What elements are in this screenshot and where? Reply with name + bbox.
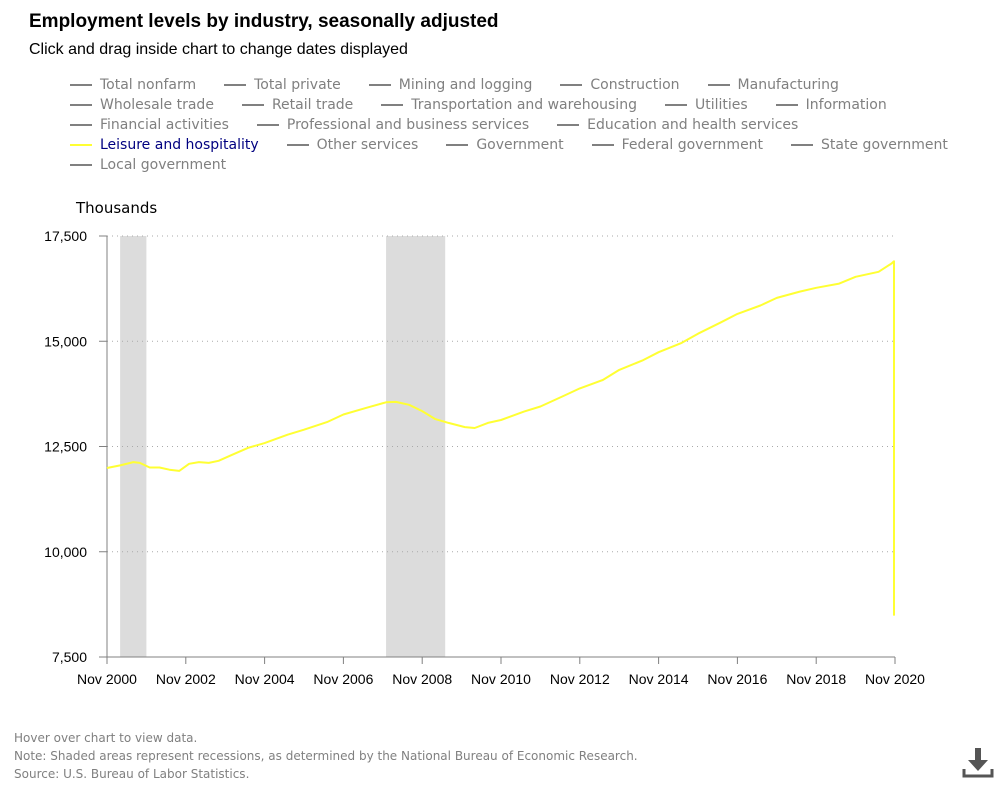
legend-swatch <box>368 84 391 86</box>
legend-item[interactable]: Manufacturing <box>707 77 839 93</box>
legend-label: Retail trade <box>271 97 354 113</box>
chart-subtitle: Click and drag inside chart to change da… <box>29 41 408 58</box>
x-tick-label: Nov 2010 <box>471 671 531 687</box>
y-tick-label: 15,000 <box>44 333 87 349</box>
legend-item[interactable]: Professional and business services <box>256 117 530 133</box>
legend-item[interactable]: Leisure and hospitality <box>70 137 259 153</box>
x-tick-label: Nov 2006 <box>313 671 373 687</box>
legend-swatch <box>70 164 92 166</box>
x-tick-label: Nov 2020 <box>865 671 925 687</box>
legend-item[interactable]: Utilities <box>664 97 748 113</box>
legend-item[interactable]: State government <box>791 137 948 153</box>
x-tick-label: Nov 2014 <box>629 671 689 687</box>
hover-note: Hover over chart to view data. <box>14 731 198 745</box>
download-icon <box>962 748 994 778</box>
legend-label: Information <box>805 97 887 113</box>
series-lines <box>106 260 895 616</box>
legend-swatch <box>224 84 247 86</box>
legend-label: Mining and logging <box>398 77 533 93</box>
legend-label: Government <box>476 137 564 153</box>
legend-label: Utilities <box>694 97 748 113</box>
legend-swatch <box>70 84 92 86</box>
legend-item[interactable]: Transportation and warehousing <box>381 97 637 113</box>
y-tick-label: 7,500 <box>52 649 87 665</box>
legend-item[interactable]: Total nonfarm <box>70 77 196 93</box>
x-tick-label: Nov 2000 <box>77 671 137 687</box>
legend-item[interactable]: Mining and logging <box>368 77 533 93</box>
legend-swatch <box>256 124 279 126</box>
axes: 7,500 10,000 12,500 15,000 17,500 Nov 2000 Nov… <box>44 228 925 687</box>
legend-swatch <box>557 124 580 126</box>
footer-notes: Hover over chart to view data. Note: Sha… <box>14 729 638 783</box>
legend-swatch <box>591 144 614 146</box>
legend-swatch <box>381 104 404 106</box>
recession-note: Note: Shaded areas represent recessions,… <box>14 749 638 763</box>
legend-label: Manufacturing <box>737 77 839 93</box>
legend-swatch <box>791 144 814 146</box>
legend-label: Federal government <box>621 137 764 153</box>
legend-row: Local government <box>70 155 970 175</box>
legend-label: Leisure and hospitality <box>100 137 259 153</box>
legend-swatch <box>70 144 92 146</box>
legend-item[interactable]: Total private <box>224 77 341 93</box>
legend-swatch <box>775 104 798 106</box>
legend-label: Wholesale trade <box>100 97 214 113</box>
legend: Total nonfarm Total private Mining and log… <box>70 75 970 175</box>
legend-row: Wholesale trade Retail trade Transportatio… <box>70 95 970 115</box>
legend-item[interactable]: Information <box>775 97 887 113</box>
legend-label: Professional and business services <box>286 117 530 133</box>
y-tick-label: 17,500 <box>44 228 87 244</box>
legend-swatch <box>560 84 583 86</box>
legend-label: Financial activities <box>100 117 229 133</box>
grid-lines <box>107 235 895 553</box>
legend-item[interactable]: Government <box>446 137 564 153</box>
x-tick-label: Nov 2016 <box>707 671 767 687</box>
x-tick-label: Nov 2002 <box>156 671 216 687</box>
series-line-leisure-and-hospitality[interactable] <box>106 260 895 616</box>
x-tick-label: Nov 2008 <box>392 671 452 687</box>
legend-swatch <box>70 124 92 126</box>
legend-swatch <box>70 104 92 106</box>
legend-item[interactable]: Wholesale trade <box>70 97 214 113</box>
y-tick-label: 10,000 <box>44 544 87 560</box>
legend-item[interactable]: Federal government <box>591 137 764 153</box>
y-tick-label: 12,500 <box>44 439 87 455</box>
legend-label: Other services <box>316 137 419 153</box>
legend-item[interactable]: Education and health services <box>557 117 798 133</box>
legend-label: Total nonfarm <box>100 77 197 93</box>
legend-label: Construction <box>590 77 680 93</box>
source-note: Source: U.S. Bureau of Labor Statistics. <box>14 767 250 781</box>
legend-item[interactable]: Other services <box>286 137 419 153</box>
legend-label: Education and health services <box>587 117 799 133</box>
legend-swatch <box>707 84 730 86</box>
download-button[interactable] <box>962 745 994 779</box>
legend-item[interactable]: Construction <box>560 77 680 93</box>
legend-label: State government <box>821 137 948 153</box>
legend-label: Local government <box>100 157 227 173</box>
legend-swatch <box>664 104 687 106</box>
legend-item[interactable]: Local government <box>70 157 226 173</box>
chart-title: Employment levels by industry, seasonall… <box>29 11 499 32</box>
legend-label: Total private <box>254 77 341 93</box>
legend-swatch <box>241 104 264 106</box>
legend-swatch <box>286 144 309 146</box>
legend-item[interactable]: Retail trade <box>241 97 354 113</box>
x-tick-label: Nov 2018 <box>786 671 846 687</box>
legend-row: Leisure and hospitality Other services Gov… <box>70 135 970 155</box>
recession-bands <box>120 236 446 657</box>
x-tick-label: Nov 2004 <box>235 671 295 687</box>
legend-label: Transportation and warehousing <box>411 97 637 113</box>
legend-row: Total nonfarm Total private Mining and log… <box>70 75 970 95</box>
legend-row: Financial activities Professional and bus… <box>70 115 970 135</box>
recession-band <box>386 236 446 657</box>
legend-item[interactable]: Financial activities <box>70 117 229 133</box>
legend-swatch <box>446 144 469 146</box>
x-tick-label: Nov 2012 <box>550 671 610 687</box>
y-axis-label: Thousands <box>76 199 158 217</box>
